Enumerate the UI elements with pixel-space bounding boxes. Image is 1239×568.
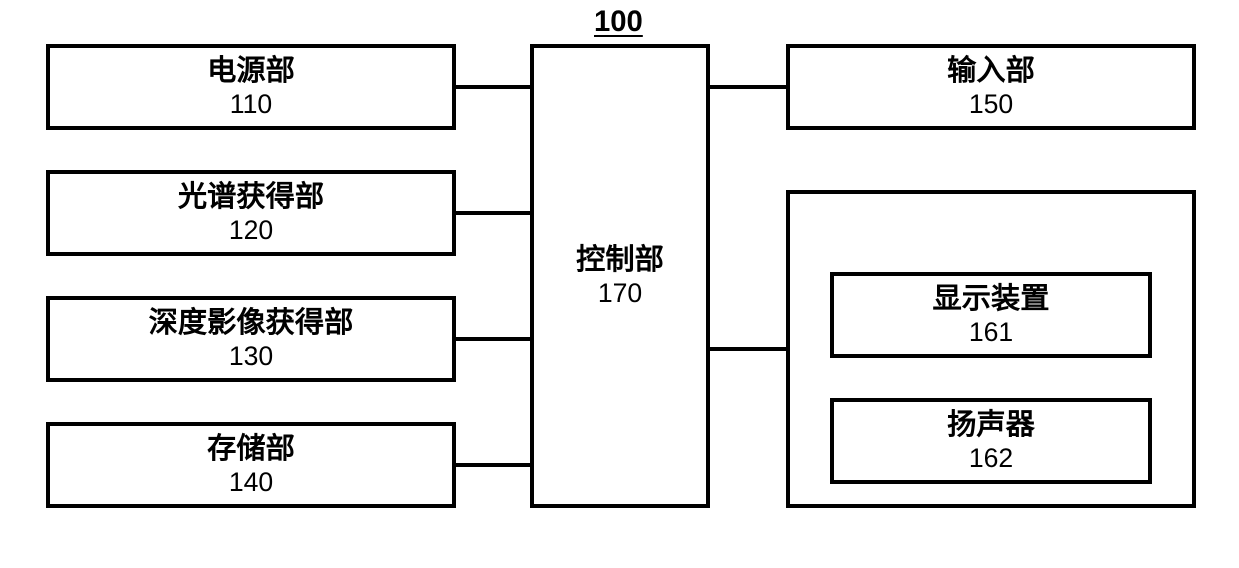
block-number: 120 <box>229 215 273 246</box>
connector-n110-n170 <box>456 85 530 89</box>
connector-n130-n170 <box>456 337 530 341</box>
connector-n120-n170 <box>456 211 530 215</box>
block-170: 控制部170 <box>530 44 710 508</box>
block-label: 控制部 <box>576 244 664 278</box>
block-140: 存储部140 <box>46 422 456 508</box>
block-number: 162 <box>969 443 1013 474</box>
connector-n170-n150 <box>710 85 786 89</box>
block-number: 170 <box>598 278 642 309</box>
block-number: 140 <box>229 467 273 498</box>
block-number: 150 <box>969 89 1013 120</box>
block-label: 存储部 <box>207 433 295 467</box>
block-162: 扬声器162 <box>830 398 1152 484</box>
block-label: 输入部 <box>947 55 1035 89</box>
block-number: 130 <box>229 341 273 372</box>
block-label: 扬声器 <box>947 409 1035 443</box>
block-110: 电源部110 <box>46 44 456 130</box>
block-number: 110 <box>230 89 272 120</box>
block-130: 深度影像获得部130 <box>46 296 456 382</box>
block-161: 显示装置161 <box>830 272 1152 358</box>
diagram-title: 100 <box>594 6 643 39</box>
block-label: 显示装置 <box>933 283 1050 317</box>
block-number: 161 <box>969 317 1013 348</box>
connector-n170-n160 <box>710 347 786 351</box>
connector-n140-n170 <box>456 463 530 467</box>
block-label: 光谱获得部 <box>178 181 324 215</box>
block-label: 深度影像获得部 <box>149 307 354 341</box>
block-120: 光谱获得部120 <box>46 170 456 256</box>
block-label: 电源部 <box>207 55 295 89</box>
block-150: 输入部150 <box>786 44 1196 130</box>
